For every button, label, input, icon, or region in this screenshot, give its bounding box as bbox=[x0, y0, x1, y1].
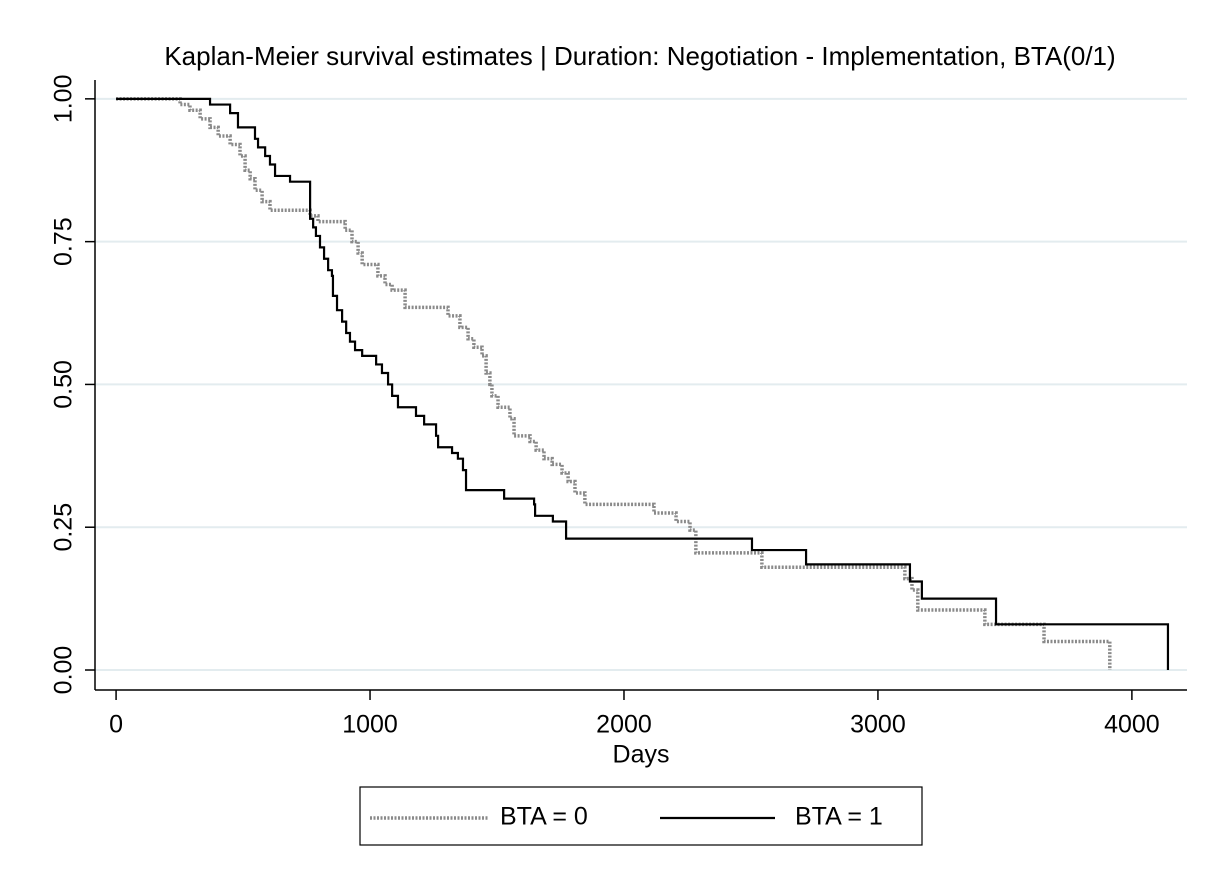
chart-title: Kaplan-Meier survival estimates | Durati… bbox=[164, 41, 1115, 71]
x-tick-label: 1000 bbox=[342, 711, 398, 739]
y-tick-label: 0.00 bbox=[50, 646, 78, 695]
y-tick-label: 1.00 bbox=[50, 75, 78, 124]
x-tick-label: 4000 bbox=[1104, 711, 1160, 739]
legend-box bbox=[359, 786, 923, 846]
y-tick-label: 0.50 bbox=[50, 360, 78, 409]
y-tick-label: 0.75 bbox=[50, 217, 78, 266]
survival-line bbox=[116, 97, 1112, 671]
legend-label: BTA = 0 bbox=[500, 803, 588, 831]
x-tick-label: 2000 bbox=[596, 711, 652, 739]
legend-label: BTA = 1 bbox=[795, 803, 883, 831]
x-tick-label: 0 bbox=[109, 711, 123, 739]
x-tick-label: 3000 bbox=[850, 711, 906, 739]
x-axis-label: Days bbox=[613, 741, 670, 769]
y-tick-label: 0.25 bbox=[50, 503, 78, 552]
survival-line bbox=[116, 97, 1170, 671]
